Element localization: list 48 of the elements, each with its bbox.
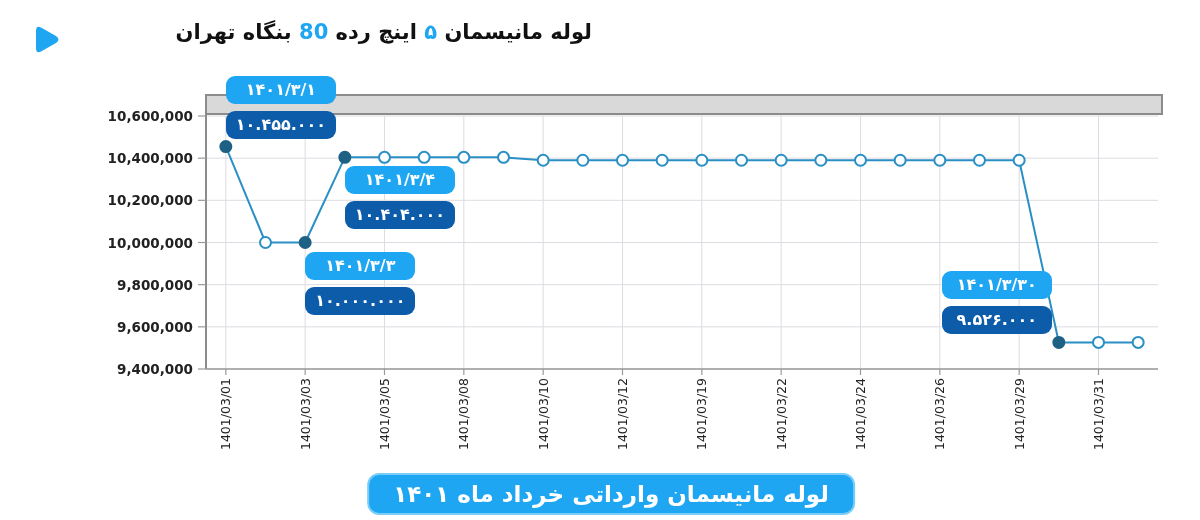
point — [695, 153, 709, 167]
point — [576, 153, 590, 167]
annotation: لوله مانیسمان وارداتی خرداد ماه ۱۴۰۱ — [367, 473, 855, 515]
point — [378, 150, 391, 164]
point — [893, 153, 907, 167]
x-tick-label: 1401/03/01 — [218, 378, 234, 451]
point — [616, 153, 629, 167]
point — [417, 150, 431, 164]
x-tick-label: 1401/03/05 — [377, 378, 392, 451]
data-label: ۱۰.۰۰۰.۰۰۰ — [305, 286, 416, 315]
point — [536, 153, 550, 167]
data-label: ۹.۵۲۶.۰۰۰ — [941, 306, 1052, 335]
data-label: ۱۰.۴۰۴.۰۰۰ — [344, 201, 456, 230]
x-tick-label: 1401/03/29 — [1011, 378, 1027, 451]
point — [933, 153, 947, 167]
y-tick-label: 9,800,000 — [117, 276, 193, 293]
x-tick-label: 1401/03/03 — [297, 378, 313, 451]
point — [973, 153, 986, 167]
annotation: ۱۴۰۱/۳/۴ — [344, 166, 456, 195]
y-tick-label: 10,000,000 — [107, 234, 193, 251]
x-tick-label: 1401/03/10 — [535, 378, 551, 451]
point — [1131, 335, 1145, 349]
x-tick-label: 1401/03/12 — [615, 378, 630, 451]
annotation: ۱۴۰۱/۳/۱ — [225, 75, 337, 104]
x-tick-label: 1401/03/08 — [456, 378, 472, 451]
y-tick-label: 10,400,000 — [107, 150, 193, 167]
annotation: ۱۴۰۱/۳/۳ — [305, 251, 416, 280]
x-tick-label: 1401/03/22 — [773, 378, 789, 451]
point — [655, 153, 669, 167]
point — [735, 153, 748, 167]
y-tick-label: 9,400,000 — [117, 361, 193, 377]
point — [854, 153, 867, 167]
point — [259, 236, 272, 249]
data-label: ۱۰.۴۵۵.۰۰۰ — [225, 110, 337, 139]
x-tick-label: 1401/03/24 — [853, 378, 868, 451]
point — [457, 150, 471, 164]
point — [1012, 153, 1026, 167]
annotation: ۱۴۰۱/۳/۳۰ — [941, 271, 1052, 300]
x-tick-label: 1401/03/26 — [932, 378, 948, 451]
x-tick-label: 1401/03/31 — [1091, 378, 1106, 451]
point — [814, 153, 828, 167]
x-tick-label: 1401/03/19 — [694, 378, 710, 451]
point — [774, 153, 788, 167]
point — [497, 150, 510, 164]
y-tick-label: 10,200,000 — [107, 192, 193, 209]
y-tick-label: 9,600,000 — [117, 318, 193, 335]
point — [1092, 335, 1105, 349]
y-tick-label: 10,600,000 — [107, 108, 193, 124]
